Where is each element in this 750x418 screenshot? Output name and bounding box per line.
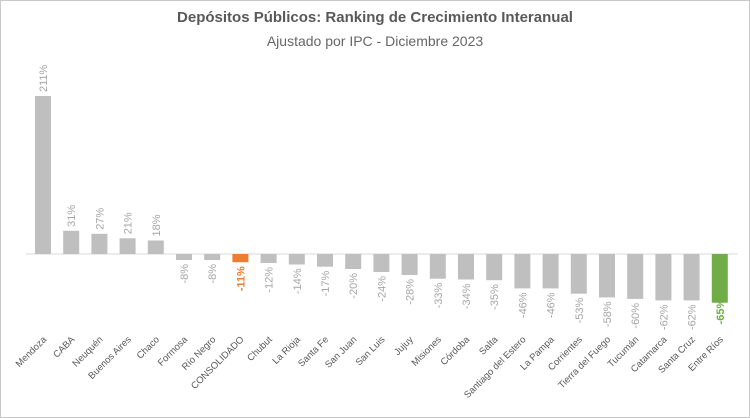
value-label: -12% — [264, 267, 276, 293]
bar — [345, 254, 362, 269]
value-label: -24% — [376, 276, 388, 302]
value-label: -58% — [602, 301, 614, 327]
category-label: Mendoza — [14, 334, 50, 370]
chart-subtitle: Ajustado por IPC - Diciembre 2023 — [266, 33, 484, 49]
value-label: -35% — [489, 284, 501, 310]
value-label: -65% — [715, 298, 727, 324]
value-label: 18% — [151, 214, 163, 236]
bar — [119, 238, 136, 254]
bar — [91, 233, 108, 254]
value-label: -33% — [433, 282, 445, 308]
category-label: CABA — [51, 334, 78, 361]
bar — [147, 240, 164, 254]
chart-title: Depósitos Públicos: Ranking de Crecimien… — [177, 9, 573, 26]
bar — [232, 254, 249, 263]
bar — [176, 254, 192, 260]
bar — [288, 254, 305, 265]
category-label: Córdoba — [439, 334, 473, 368]
value-label: -17% — [320, 270, 332, 296]
category-label: San Luis — [354, 334, 388, 368]
value-label: -60% — [630, 303, 642, 329]
bar — [35, 96, 51, 254]
bar — [599, 254, 615, 298]
bar — [317, 254, 333, 267]
bar — [711, 254, 728, 303]
bar — [204, 254, 221, 260]
bar — [63, 230, 80, 254]
bar — [542, 254, 559, 289]
value-label: -62% — [658, 304, 670, 330]
bar — [655, 254, 672, 301]
bar — [260, 254, 277, 263]
bar — [373, 254, 390, 272]
bar — [627, 254, 644, 299]
value-label: -28% — [405, 279, 417, 305]
value-label: 31% — [66, 205, 78, 227]
value-label: -46% — [546, 292, 558, 318]
category-label: Salta — [477, 334, 501, 358]
value-label: -34% — [461, 283, 473, 309]
value-label: -14% — [292, 268, 304, 294]
category-label: Tierra del Fuego — [556, 334, 613, 391]
value-label: -20% — [348, 273, 360, 299]
bar — [486, 254, 503, 281]
bar — [514, 254, 531, 289]
bar — [401, 254, 418, 275]
bar — [429, 254, 446, 279]
bar — [570, 254, 587, 294]
value-label: -62% — [687, 304, 699, 330]
category-label: CONSOLIDADO — [189, 334, 246, 391]
value-label: 211% — [38, 64, 50, 92]
category-label: Misiones — [410, 334, 444, 368]
value-label: -53% — [574, 297, 586, 323]
bar — [683, 254, 700, 301]
value-label: -46% — [517, 292, 529, 318]
bar — [458, 254, 474, 280]
value-label: -8% — [179, 264, 191, 284]
value-label: 21% — [123, 212, 135, 234]
value-label: 27% — [94, 208, 106, 230]
value-label: -11% — [235, 266, 247, 291]
category-label: Jujuy — [392, 334, 416, 358]
value-label: -8% — [207, 264, 219, 284]
